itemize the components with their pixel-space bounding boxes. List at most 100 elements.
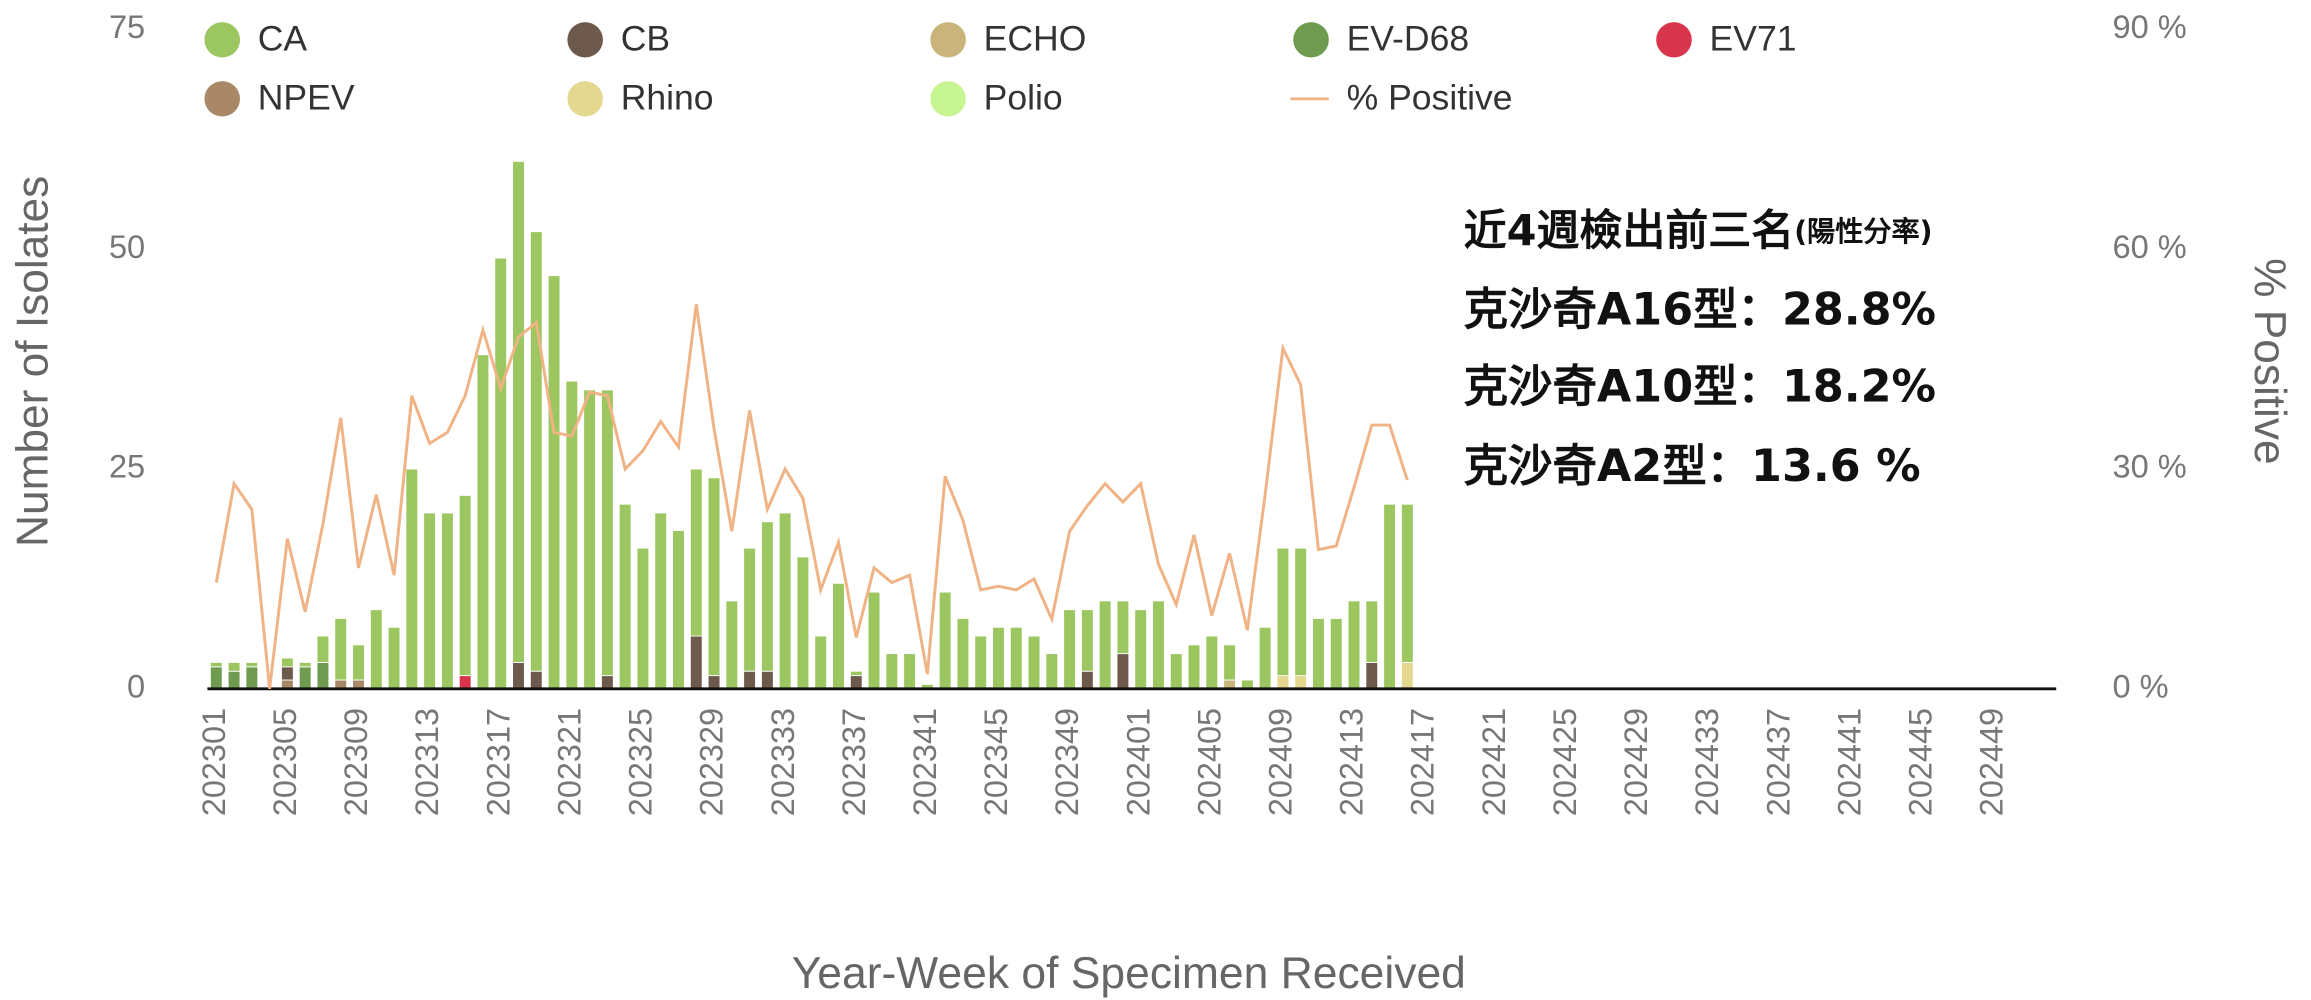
bar-segment (1365, 661, 1379, 690)
bar-segment (1045, 653, 1059, 690)
annotation-heading: 近4週檢出前三名(陽性分率) (1464, 206, 1933, 256)
bar-segment (832, 582, 845, 690)
legend-label: Polio (984, 78, 1063, 118)
bar-segment (209, 666, 223, 690)
bar-segment (209, 661, 223, 668)
bar-segment (316, 661, 330, 690)
bar-segment (458, 675, 472, 690)
bar-segment (654, 512, 668, 690)
bar-segment (956, 618, 970, 690)
x-tick-label: 202421 (1476, 708, 1512, 816)
annotation-line: 克沙奇A16型：28.8% (1464, 285, 1936, 336)
bar-segment (1276, 675, 1290, 690)
bar-segment (725, 600, 739, 690)
bar-segment (1365, 600, 1379, 663)
legend-swatch (567, 22, 603, 58)
x-tick-label: 202449 (1974, 708, 2010, 816)
bar-segment (227, 670, 241, 690)
y2-tick-label: 30 % (2112, 449, 2186, 485)
x-tick-label: 202317 (480, 708, 516, 816)
bar-segment (672, 530, 685, 690)
legend-item: CB (567, 19, 670, 59)
x-tick-label: 202445 (1902, 708, 1938, 816)
x-tick-label: 202405 (1191, 708, 1227, 816)
bar-segment (1329, 618, 1343, 690)
y2-tick-label: 60 % (2112, 229, 2186, 265)
bar-segment (974, 635, 988, 690)
bar-segment (1187, 644, 1201, 690)
legend-item: ECHO (930, 19, 1086, 59)
annotation-line: 克沙奇A2型：13.6 % (1464, 441, 1921, 492)
legend-swatch (567, 81, 603, 117)
bar-segment (441, 512, 454, 690)
legend-swatch (1293, 22, 1329, 58)
y-tick-label: 75 (109, 9, 145, 45)
x-tick-label: 202321 (551, 708, 587, 816)
bar-segment (423, 512, 436, 690)
bar-segment (1027, 635, 1041, 690)
legend-item: Rhino (567, 78, 714, 118)
bar-segment (636, 547, 650, 690)
y-tick-label: 0 (127, 668, 145, 704)
legend-label: CB (621, 19, 670, 59)
y2-tick-label: 0 % (2112, 668, 2168, 704)
bar-segment (761, 670, 774, 690)
bar-segment (1009, 626, 1023, 690)
legend-label: ECHO (984, 19, 1087, 59)
bar-segment (387, 626, 401, 690)
bar-segment (476, 354, 490, 690)
legend-item: CA (204, 19, 307, 59)
bar-segment (885, 653, 899, 690)
x-tick-label: 202417 (1405, 708, 1441, 816)
bar-segment (245, 661, 259, 668)
y-tick-label: 25 (109, 449, 145, 485)
bar-segment (298, 661, 312, 668)
x-tick-label: 202329 (694, 708, 730, 816)
bar-segment (1400, 503, 1414, 663)
bar-segment (618, 503, 632, 690)
bar-segment (814, 635, 828, 690)
bar-segment (1080, 609, 1094, 672)
legend-swatch (930, 22, 966, 58)
x-tick-label: 202409 (1262, 708, 1298, 816)
bar-segment (352, 644, 365, 681)
legend-swatch (930, 81, 966, 117)
x-tick-label: 202441 (1831, 708, 1867, 816)
bar-segment (778, 512, 792, 690)
legend-swatch (204, 22, 240, 58)
bar-segment (689, 635, 703, 690)
bar-segment (992, 626, 1005, 690)
y-axis-title: Number of Isolates (8, 176, 57, 547)
x-tick-label: 202305 (267, 708, 303, 816)
x-tick-label: 202437 (1760, 708, 1796, 816)
bar-segment (1134, 609, 1148, 690)
bar-segment (529, 670, 543, 690)
bar-segment (512, 160, 525, 663)
legend-item: % Positive (1290, 78, 1513, 118)
y-tick-label: 50 (109, 229, 145, 265)
x-tick-label: 202325 (622, 708, 658, 816)
bar-segment (938, 591, 952, 690)
bar-segment (1080, 670, 1094, 690)
legend-label: % Positive (1347, 78, 1513, 118)
x-tick-label: 202313 (409, 708, 445, 816)
bar-segment (547, 275, 561, 690)
bar-segment (458, 494, 472, 677)
bar-segment (334, 618, 348, 681)
legend-label: EV-D68 (1347, 19, 1470, 59)
bar-segment (369, 609, 383, 690)
bar-segment (867, 591, 881, 690)
bar-segment (494, 257, 508, 690)
x-tick-label: 202401 (1120, 708, 1156, 816)
x-tick-label: 202413 (1334, 708, 1370, 816)
bar-segment (1205, 635, 1219, 690)
bar-segment (707, 477, 721, 677)
bar-segment (1312, 618, 1325, 690)
legend-item: EV71 (1656, 19, 1797, 59)
x-axis-title: Year-Week of Specimen Received (792, 949, 1466, 998)
bar-segment (1383, 503, 1396, 690)
bar-segment (1152, 600, 1165, 690)
bar-segment (743, 670, 756, 690)
